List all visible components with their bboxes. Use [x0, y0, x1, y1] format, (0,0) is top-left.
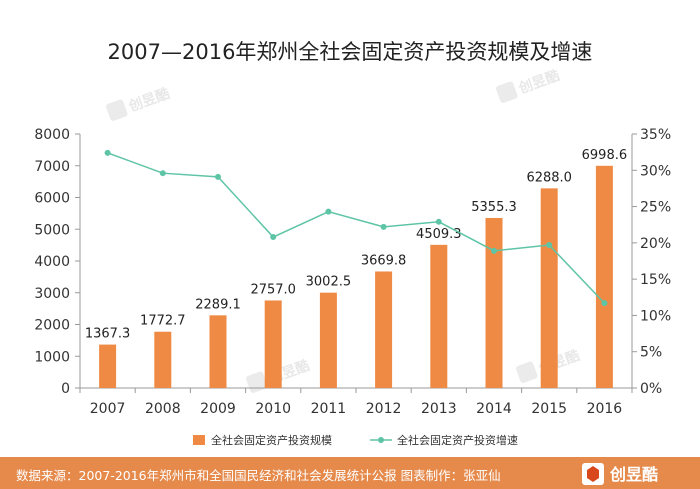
y-right-tick-label: 25%	[640, 200, 671, 216]
x-tick-label: 2008	[145, 401, 181, 417]
growth-point-2016	[601, 300, 608, 307]
bar-2007	[99, 344, 117, 388]
brand-logo: 创昱酷	[582, 463, 658, 485]
y-right-tick-label: 20%	[640, 236, 671, 252]
bar-2015	[540, 188, 558, 388]
y-left-tick-label: 7000	[34, 159, 70, 175]
legend-label-bar: 全社会固定资产投资规模	[211, 433, 332, 447]
y-left-tick-label: 4000	[34, 254, 70, 270]
y-right-tick-label: 35%	[640, 127, 671, 143]
growth-point-2012	[380, 223, 387, 230]
x-tick-label: 2007	[90, 401, 126, 417]
growth-point-2007	[104, 149, 111, 156]
x-tick-label: 2015	[531, 401, 567, 417]
x-tick-label: 2011	[311, 401, 347, 417]
watermark-0: 创昱酷	[106, 85, 172, 121]
bar-2008	[154, 331, 172, 388]
y-right-tick-label: 30%	[640, 163, 671, 179]
growth-point-2009	[215, 173, 221, 180]
y-left-tick-label: 0	[61, 381, 70, 397]
bar-data-label: 1367.3	[85, 327, 131, 342]
x-tick-label: 2010	[255, 401, 291, 417]
bar-data-label: 3669.8	[361, 253, 407, 268]
legend-swatch-bar	[193, 435, 205, 445]
brand-logo-text: 创昱酷	[609, 465, 658, 484]
legend-swatch-line-marker	[378, 437, 384, 443]
bar-data-label: 1772.7	[140, 314, 186, 329]
x-tick-label: 2013	[421, 401, 457, 417]
watermark-text: 创昱酷	[516, 67, 562, 98]
bar-data-label: 3002.5	[306, 275, 352, 290]
watermark-icon	[496, 81, 518, 103]
x-tick-label: 2016	[587, 401, 623, 417]
growth-point-2013	[435, 218, 442, 225]
watermark-icon	[106, 99, 128, 121]
brand-logo-icon-mark	[587, 466, 599, 482]
x-tick-label: 2009	[200, 401, 236, 417]
bar-2014	[485, 217, 503, 388]
growth-point-2010	[270, 234, 277, 241]
bar-2010	[264, 300, 282, 388]
y-right-tick-label: 15%	[640, 272, 671, 288]
y-left-tick-label: 8000	[34, 127, 70, 143]
x-tick-label: 2014	[476, 401, 512, 417]
y-left-tick-label: 5000	[34, 222, 70, 238]
bar-data-label: 6288.0	[526, 170, 572, 185]
bar-data-label: 6998.6	[582, 148, 628, 163]
chart-title: 2007—2016年郑州全社会固定资产投资规模及增速	[107, 40, 593, 64]
y-left-tick-label: 2000	[34, 318, 70, 334]
watermark-icon	[516, 361, 538, 383]
bar-data-label: 4509.3	[416, 227, 462, 242]
footer-bar: 数据来源：2007-2016年郑州市和全国国民经济和社会发展统计公报 图表制作：…	[0, 457, 700, 489]
watermark-1: 创昱酷	[496, 67, 562, 103]
bar-data-label: 5355.3	[471, 200, 517, 215]
y-right-tick-label: 5%	[640, 345, 662, 361]
growth-point-2014	[491, 247, 497, 254]
bar-2013	[430, 244, 448, 388]
legend-label-line: 全社会固定资产投资增速	[397, 433, 518, 447]
growth-point-2011	[325, 208, 332, 215]
bar-data-label: 2289.1	[195, 297, 241, 312]
y-left-tick-label: 3000	[34, 286, 70, 302]
x-tick-label: 2012	[366, 401, 402, 417]
footer-source-text: 数据来源：2007-2016年郑州市和全国国民经济和社会发展统计公报 图表制作：…	[16, 468, 501, 483]
growth-rate-line	[107, 152, 605, 304]
y-left-tick-label: 6000	[34, 191, 70, 207]
bar-2012	[375, 271, 393, 388]
growth-point-2015	[546, 242, 553, 249]
growth-point-2008	[159, 170, 166, 177]
y-left-tick-label: 1000	[34, 349, 70, 365]
bar-2009	[209, 315, 227, 388]
bar-data-label: 2757.0	[250, 282, 296, 297]
y-right-tick-label: 0%	[640, 381, 662, 397]
bar-2011	[319, 292, 337, 388]
y-right-tick-label: 10%	[640, 308, 671, 324]
bar-2016	[595, 165, 613, 388]
watermark-text: 创昱酷	[126, 85, 172, 116]
